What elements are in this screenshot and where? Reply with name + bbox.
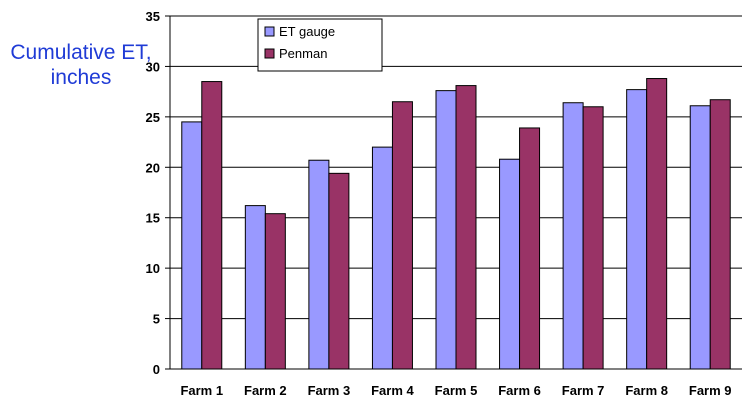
bar-et-gauge-farm-7: [562, 102, 584, 370]
bar-penman-farm-2: [264, 213, 286, 370]
bar-penman-farm-1: [201, 81, 223, 370]
x-tick-label: Farm 3: [308, 383, 351, 398]
x-tick-label: Farm 9: [689, 383, 732, 398]
bar-et-gauge-farm-9: [689, 105, 711, 370]
y-tick-label: 0: [153, 362, 160, 377]
bar-et-gauge-farm-2: [244, 205, 266, 370]
legend-swatch: [264, 48, 275, 59]
y-tick-label: 25: [146, 110, 160, 125]
legend-label: ET gauge: [279, 24, 335, 39]
x-tick-label: Farm 6: [498, 383, 541, 398]
x-tick-labels: Farm 1 Farm 2 Farm 3 Farm 4 Farm 5 Farm 6 Farm…: [180, 383, 731, 398]
bars: [181, 78, 731, 370]
legend: ET gauge Penman: [257, 18, 383, 72]
legend-label: Penman: [279, 46, 327, 61]
bar-penman-farm-6: [519, 127, 541, 370]
y-tick-label: 20: [146, 160, 160, 175]
bar-et-gauge-farm-1: [181, 121, 203, 370]
axes: [169, 16, 742, 370]
y-tick-label: 10: [146, 261, 160, 276]
x-tick-label: Farm 1: [180, 383, 223, 398]
bar-et-gauge-farm-5: [435, 90, 457, 370]
bar-penman-farm-8: [646, 78, 668, 370]
bar-penman-farm-7: [582, 106, 604, 370]
x-tick-label: Farm 4: [371, 383, 414, 398]
bar-penman-farm-5: [455, 85, 477, 370]
bar-penman-farm-9: [709, 99, 731, 370]
y-tick-label: 5: [153, 312, 160, 327]
bar-penman-farm-4: [391, 101, 413, 370]
y-tick-label: 15: [146, 211, 160, 226]
bar-penman-farm-3: [328, 172, 350, 370]
y-tick-labels: 0 5 10 15 20 25 30 35: [146, 9, 160, 377]
x-tick-label: Farm 5: [435, 383, 478, 398]
y-tick-label: 35: [146, 9, 160, 24]
x-tick-label: Farm 7: [562, 383, 605, 398]
legend-box: [257, 18, 383, 72]
bar-et-gauge-farm-3: [308, 159, 330, 370]
x-tick-label: Farm 8: [625, 383, 668, 398]
bar-et-gauge-farm-4: [371, 146, 393, 370]
y-tick-label: 30: [146, 59, 160, 74]
y-axis-label: Cumulative ET, inches: [10, 41, 152, 89]
legend-swatch: [264, 26, 275, 37]
bar-et-gauge-farm-6: [499, 158, 521, 370]
x-tick-label: Farm 2: [244, 383, 287, 398]
bar-et-gauge-farm-8: [626, 89, 648, 370]
